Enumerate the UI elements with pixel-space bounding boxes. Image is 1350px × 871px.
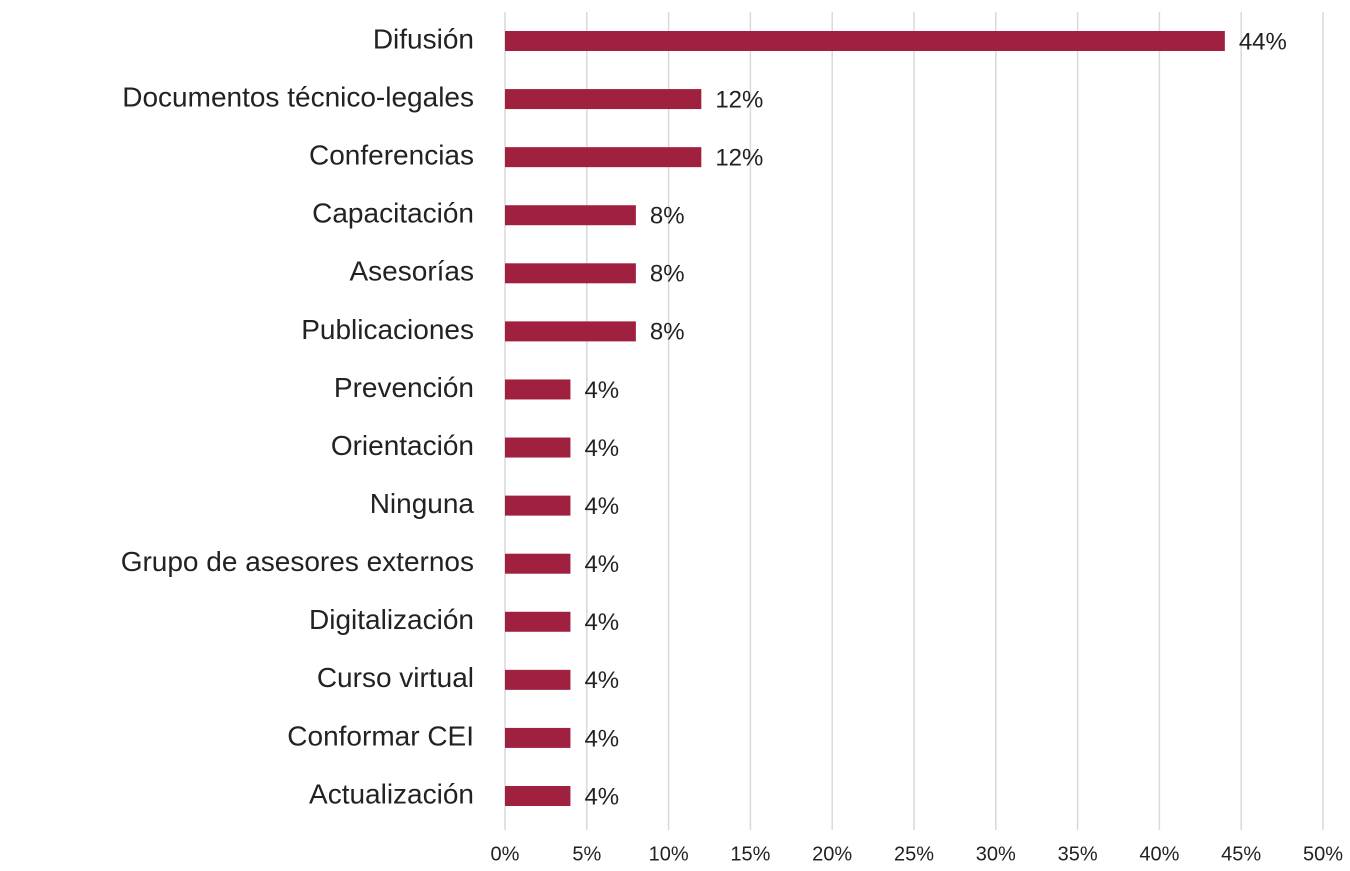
category-label: Digitalización [309,604,474,635]
category-label: Difusión [373,23,474,54]
x-tick-label: 45% [1221,843,1261,865]
category-label: Ninguna [370,488,475,519]
bar [505,263,636,284]
category-label: Orientación [331,430,474,461]
x-tick-label: 30% [976,843,1016,865]
value-label: 8% [650,319,685,346]
x-tick-label: 20% [812,843,852,865]
value-label: 4% [584,377,619,404]
bar [505,147,702,168]
value-label: 12% [715,86,763,113]
value-label: 8% [650,203,685,230]
value-label: 4% [584,551,619,578]
value-label: 4% [584,667,619,694]
category-label: Grupo de asesores externos [121,546,474,577]
x-tick-label: 15% [730,843,770,865]
x-tick-label: 40% [1139,843,1179,865]
x-tick-label: 35% [1058,843,1098,865]
bar [505,205,636,226]
category-label: Actualización [309,778,474,809]
value-label: 4% [584,783,619,810]
value-label: 44% [1239,28,1287,55]
bar [505,727,571,748]
bar [505,321,636,342]
category-label: Documentos técnico-legales [122,81,474,112]
bar [505,89,702,110]
category-label: Curso virtual [317,662,474,693]
category-label: Asesorías [350,256,475,287]
bar [505,379,571,400]
category-label: Capacitación [312,198,474,229]
value-label: 4% [584,435,619,462]
bar [505,611,571,632]
value-label: 4% [584,725,619,752]
bar [505,437,571,458]
bar [505,31,1225,51]
value-label: 12% [715,144,763,171]
bar [505,553,571,574]
category-label: Conferencias [309,140,474,171]
x-tick-label: 5% [572,843,601,865]
x-tick-label: 50% [1303,843,1343,865]
value-label: 4% [584,493,619,520]
bar [505,786,571,806]
x-tick-label: 10% [649,843,689,865]
x-tick-label: 0% [491,843,520,865]
category-label: Publicaciones [301,314,474,345]
x-tick-label: 25% [894,843,934,865]
bar [505,669,571,690]
value-label: 4% [584,609,619,636]
bar [505,495,571,516]
category-label: Conformar CEI [287,720,474,751]
value-label: 8% [650,261,685,288]
category-label: Prevención [334,372,474,403]
